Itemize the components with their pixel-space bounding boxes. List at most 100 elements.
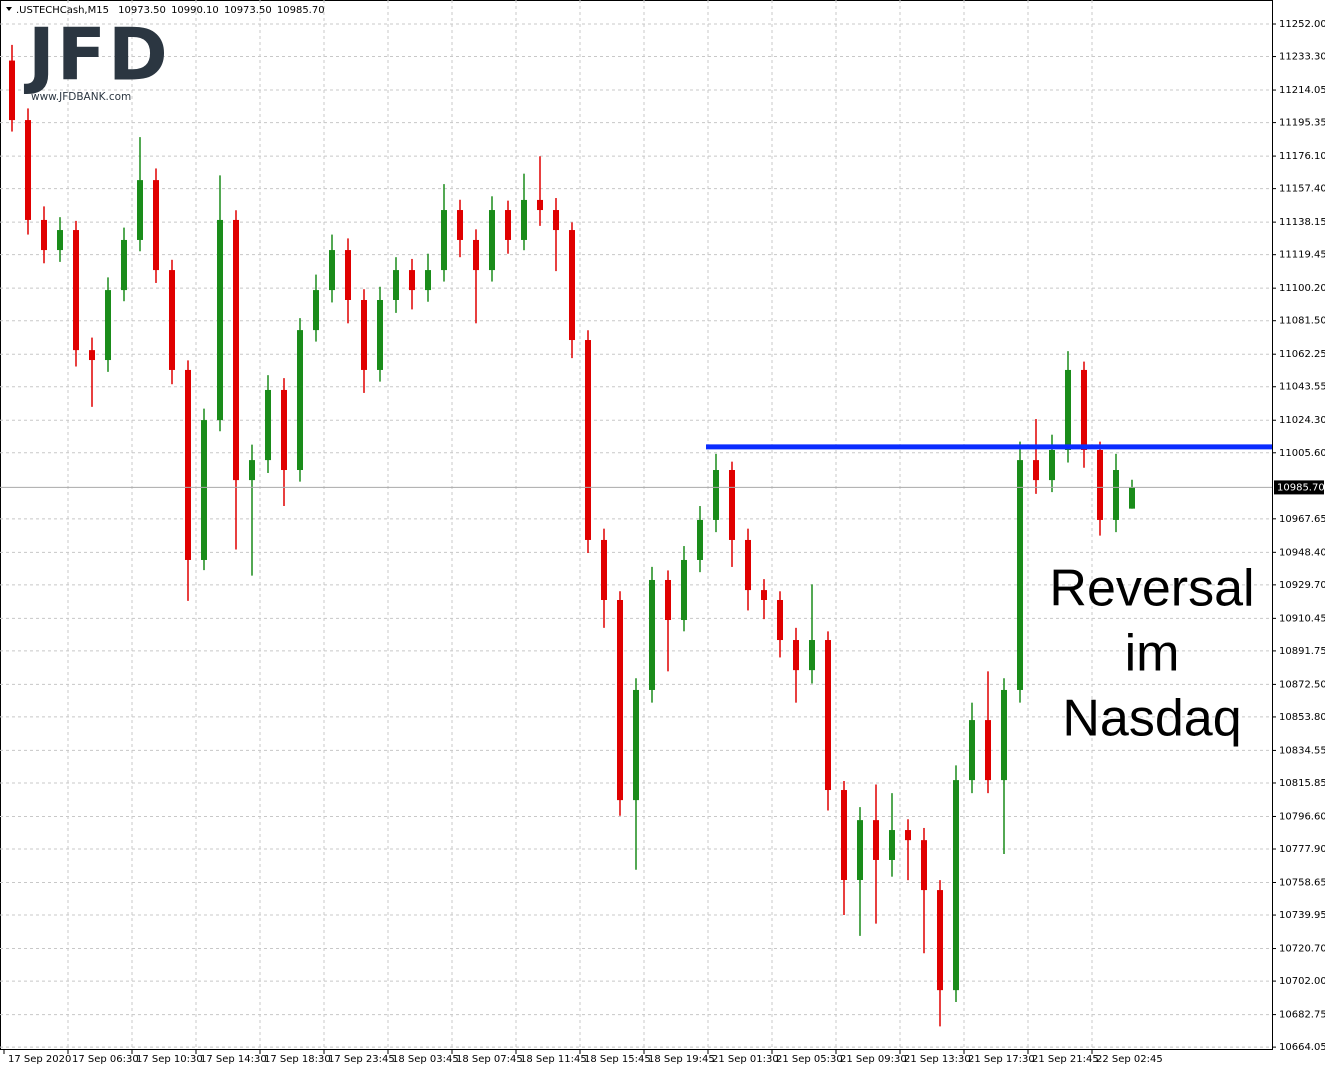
candle-body: [457, 210, 463, 240]
x-tick-label: 21 Sep 01:30: [712, 1054, 779, 1065]
candle-body: [313, 290, 319, 331]
candle-body: [345, 250, 351, 300]
header-value: 10973.50: [224, 5, 272, 16]
candle-body: [1081, 369, 1087, 450]
candle-body: [89, 350, 95, 361]
x-tick-label: 22 Sep 02:45: [1096, 1054, 1163, 1065]
candle-body: [777, 600, 783, 641]
candle-body: [329, 250, 335, 291]
y-tick-label: 10702.00: [1279, 976, 1325, 987]
candle-body: [281, 389, 287, 471]
candle-body: [249, 460, 255, 481]
candle-body: [873, 820, 879, 860]
candle-body: [1129, 487, 1135, 509]
candle-body: [1065, 369, 1071, 450]
y-tick-label: 10853.80: [1279, 712, 1325, 723]
candle-body: [553, 210, 559, 231]
candle-body: [745, 539, 751, 591]
y-tick-label: 11195.35: [1279, 118, 1325, 129]
candle-body: [1033, 460, 1039, 481]
plot: [0, 0, 1272, 1050]
candle-body: [73, 230, 79, 351]
current-price-box: [1274, 480, 1324, 495]
candle-body: [521, 199, 527, 240]
candle-body: [297, 330, 303, 471]
candle-body: [601, 539, 607, 600]
candle-body: [985, 720, 991, 781]
candle-body: [233, 219, 239, 481]
x-tick-label: 18 Sep 15:45: [584, 1054, 651, 1065]
candle-body: [537, 199, 543, 211]
candle-body: [569, 230, 575, 341]
candle-body: [105, 290, 111, 361]
y-tick-label: 10967.65: [1279, 514, 1325, 525]
y-tick-label: 10910.45: [1279, 613, 1325, 624]
candle-body: [409, 270, 415, 291]
logo: JFD: [23, 13, 170, 97]
candle-body: [9, 60, 15, 121]
x-tick-label: 18 Sep 11:45: [520, 1054, 587, 1065]
candle-body: [681, 559, 687, 621]
y-tick-label: 10815.85: [1279, 778, 1325, 789]
y-tick-label: 10796.60: [1279, 811, 1325, 822]
candle-body: [25, 120, 31, 220]
candle-body: [633, 689, 639, 801]
candle-body: [937, 890, 943, 991]
x-tick-label: 21 Sep 13:30: [904, 1054, 971, 1065]
x-tick-label: 21 Sep 21:45: [1032, 1054, 1099, 1065]
candle-body: [617, 600, 623, 801]
candle-body: [489, 210, 495, 271]
y-tick-label: 11024.30: [1279, 415, 1325, 426]
candle-body: [169, 270, 175, 370]
x-tick-label: 17 Sep 14:30: [200, 1054, 267, 1065]
candle-body: [665, 579, 671, 621]
y-tick-label: 10682.75: [1279, 1010, 1325, 1021]
candle-body: [121, 239, 127, 291]
plot-frame: [0, 0, 1273, 1050]
candle-body: [265, 389, 271, 461]
candle-body: [137, 180, 143, 240]
y-tick-label: 10777.90: [1279, 844, 1325, 855]
candle-body: [713, 470, 719, 520]
candle-body: [761, 590, 767, 600]
y-tick-label: 11214.05: [1279, 85, 1325, 96]
candle-body: [473, 239, 479, 271]
y-tick-label: 10948.40: [1279, 547, 1325, 558]
candle-body: [953, 780, 959, 991]
y-tick-label: 11252.00: [1279, 19, 1325, 30]
candle-body: [969, 720, 975, 781]
y-tick-label: 10872.50: [1279, 679, 1325, 690]
y-tick-label: 10664.05: [1279, 1042, 1325, 1053]
y-tick-label: 11138.15: [1279, 217, 1325, 228]
y-tick-label: 11062.25: [1279, 349, 1325, 360]
symbol: .USTECHCash,M15: [16, 5, 109, 16]
current-price-label: 10985.70: [1277, 482, 1325, 493]
y-tick-label: 10720.70: [1279, 944, 1325, 955]
candle-body: [425, 270, 431, 291]
candle-body: [729, 470, 735, 540]
y-tick-label: 10739.95: [1279, 910, 1325, 921]
y-tick-label: 10834.55: [1279, 745, 1325, 756]
x-tick-label: 17 Sep 2020: [8, 1054, 71, 1065]
candle-body: [1001, 689, 1007, 781]
candle-body: [217, 219, 223, 421]
x-tick-label: 17 Sep 18:30: [264, 1054, 331, 1065]
x-tick-label: 17 Sep 06:30: [72, 1054, 139, 1065]
y-tick-label: 11100.20: [1279, 283, 1325, 294]
annotation: Reversal im Nasdaq: [1049, 560, 1254, 748]
y-tick-label: 11005.60: [1279, 448, 1325, 459]
x-tick-label: 17 Sep 10:30: [136, 1054, 203, 1065]
candle-body: [41, 219, 47, 251]
y-tick-label: 11119.45: [1279, 250, 1325, 261]
header-value: 10990.10: [171, 5, 219, 16]
annotation-line: im: [1125, 625, 1180, 683]
x-tick-label: 18 Sep 03:45: [392, 1054, 459, 1065]
y-tick-label: 11043.55: [1279, 382, 1325, 393]
candle-body: [505, 210, 511, 240]
candle-body: [697, 519, 703, 560]
candle-body: [889, 830, 895, 860]
candle-body: [441, 210, 447, 271]
annotation-line: Reversal: [1049, 560, 1254, 618]
candle-body: [649, 579, 655, 690]
